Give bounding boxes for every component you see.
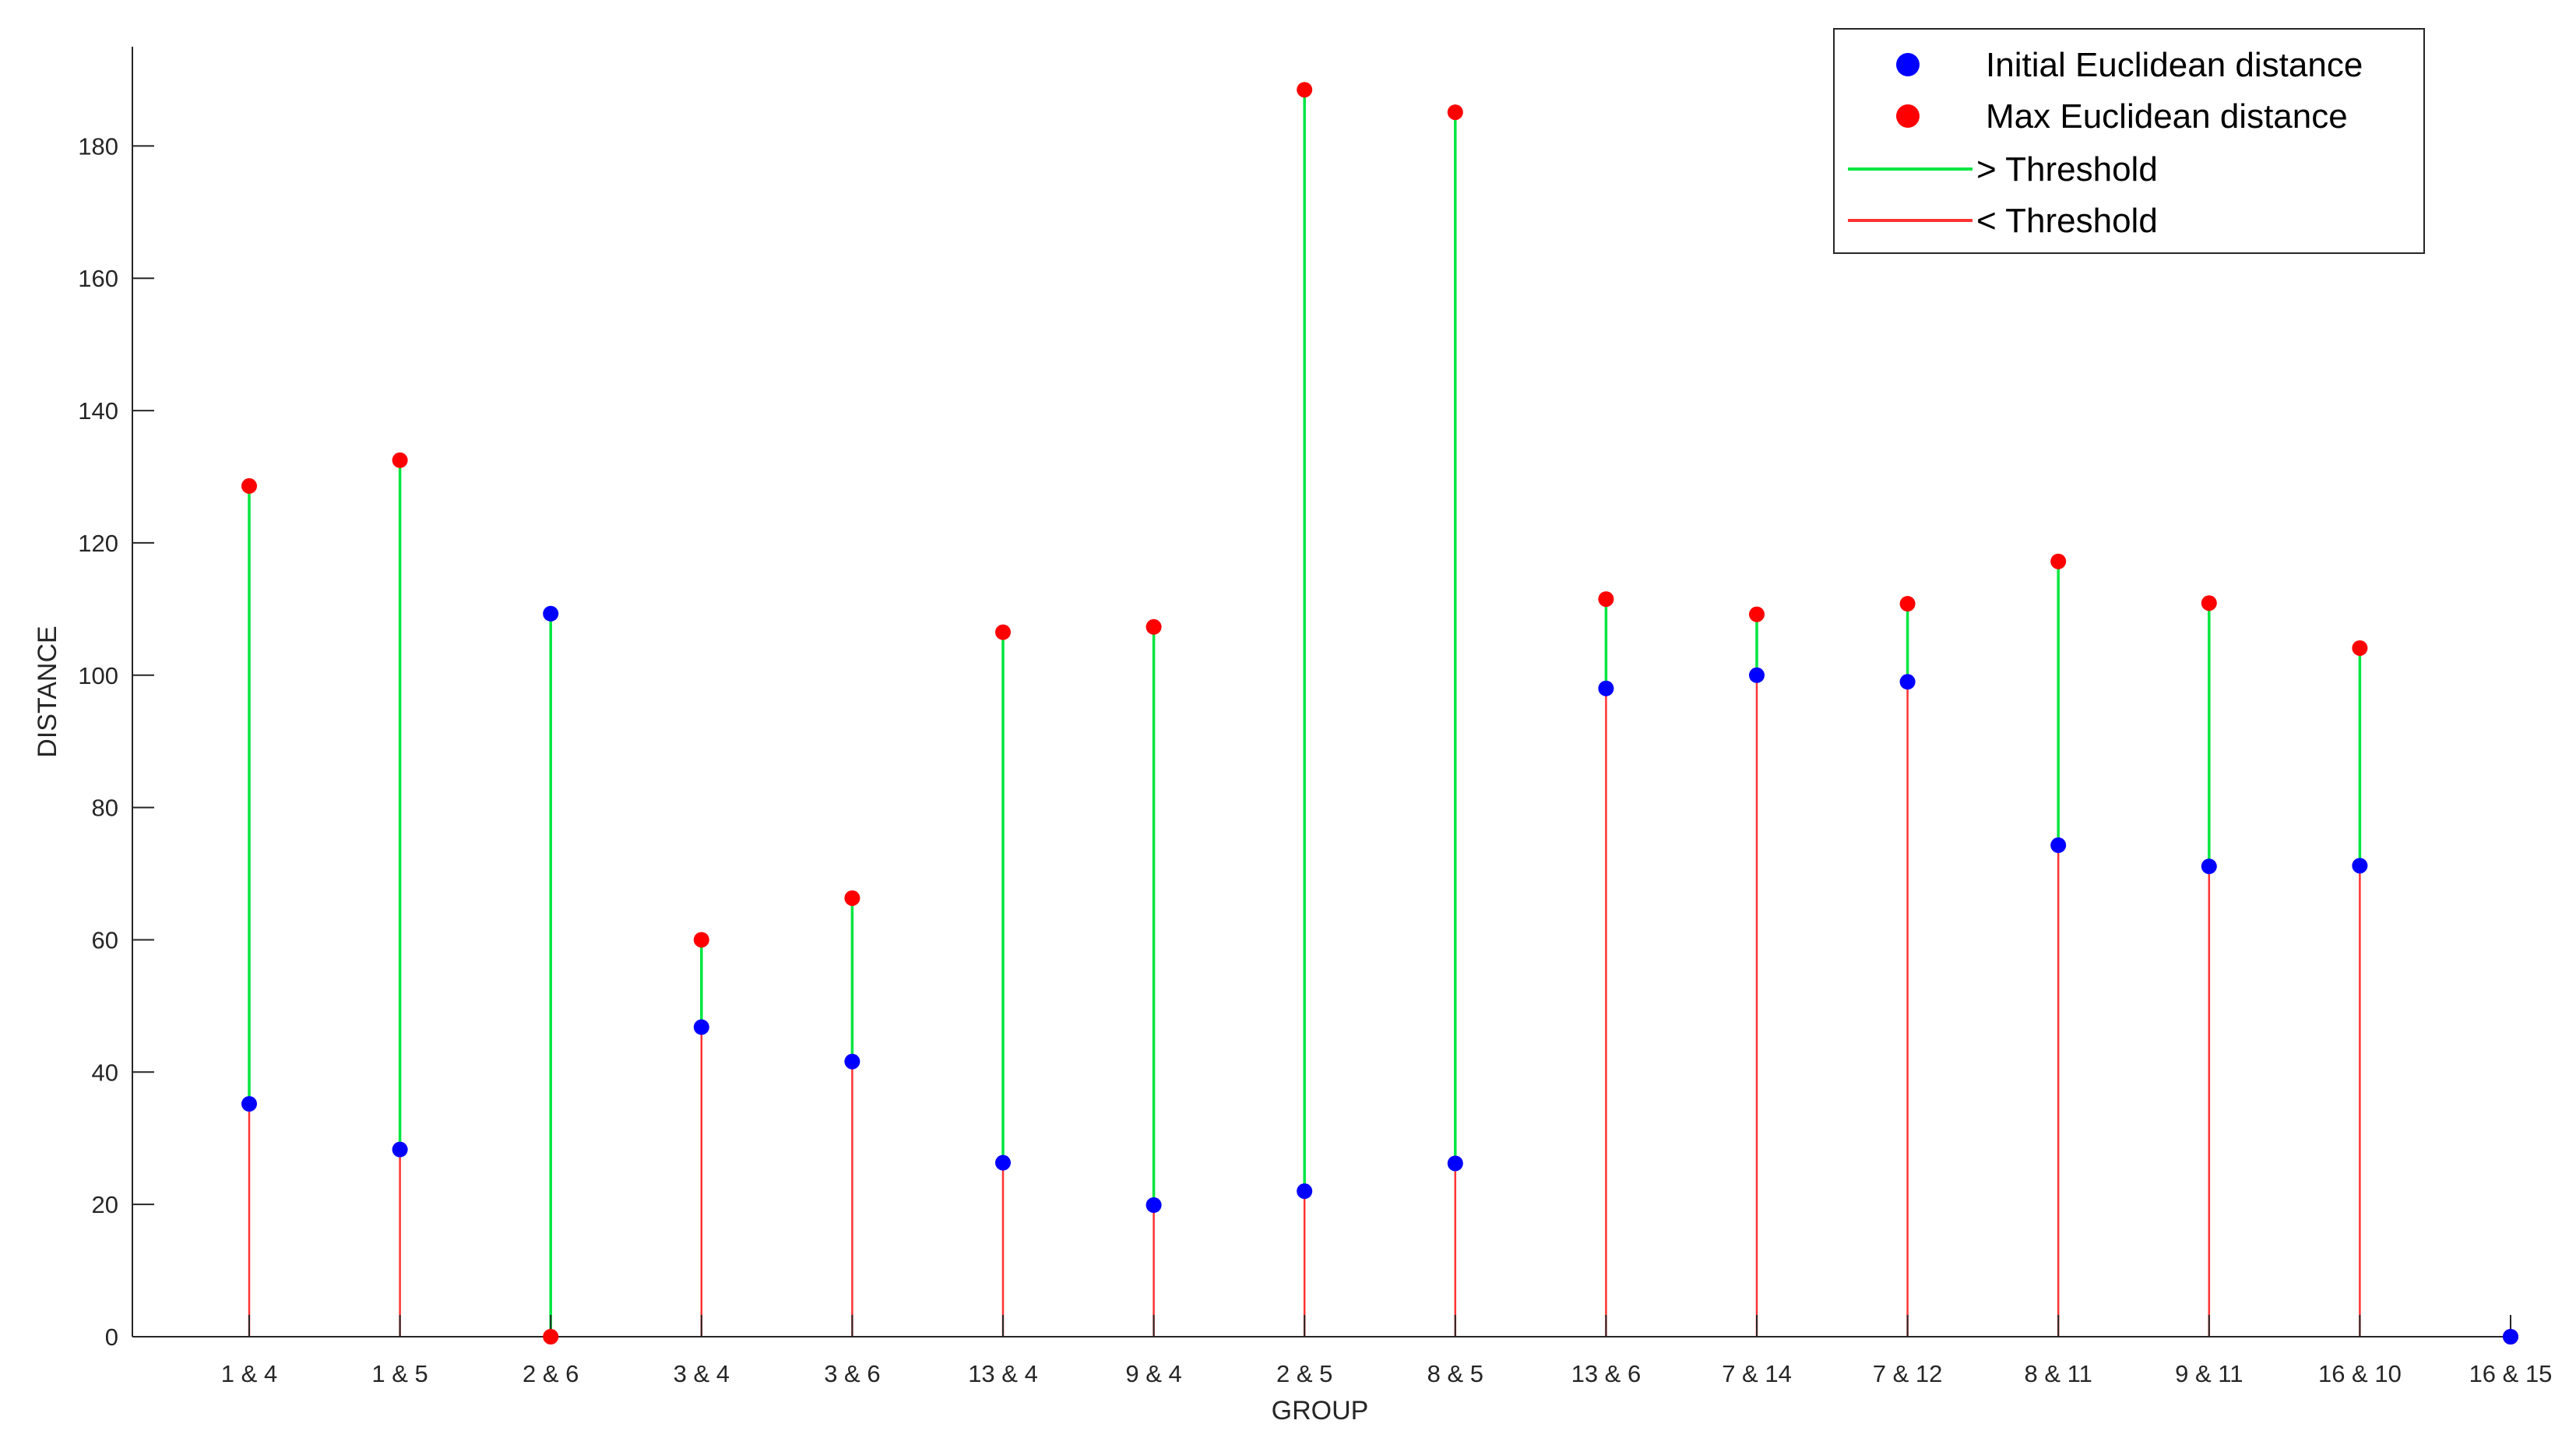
y-axis-title: DISTANCE bbox=[33, 626, 62, 757]
max-distance-point bbox=[2201, 595, 2217, 611]
initial-distance-point bbox=[995, 1154, 1011, 1171]
initial-distance-point bbox=[693, 1019, 709, 1035]
y-tick-label: 40 bbox=[92, 1059, 118, 1086]
max-distance-point bbox=[543, 1329, 559, 1345]
x-tick-label: 8 & 11 bbox=[2025, 1360, 2092, 1387]
initial-distance-point bbox=[1297, 1183, 1313, 1200]
x-tick-label: 9 & 11 bbox=[2175, 1360, 2243, 1387]
x-tick-label: 2 & 5 bbox=[1276, 1360, 1332, 1387]
initial-distance-point bbox=[844, 1053, 860, 1070]
legend-marker-dot bbox=[1896, 104, 1920, 128]
x-tick-label: 16 & 15 bbox=[2469, 1360, 2553, 1387]
data-points bbox=[241, 82, 2518, 1345]
y-tick-label: 160 bbox=[78, 265, 118, 292]
max-distance-point bbox=[1899, 596, 1916, 612]
x-tick-label: 8 & 5 bbox=[1427, 1360, 1483, 1387]
initial-distance-point bbox=[2503, 1329, 2518, 1345]
x-tick-label: 9 & 4 bbox=[1125, 1360, 1181, 1387]
y-tick-label: 140 bbox=[78, 397, 118, 425]
x-axis-title: GROUP bbox=[1272, 1396, 1369, 1426]
x-tick-label: 1 & 4 bbox=[221, 1360, 277, 1387]
max-distance-point bbox=[693, 932, 709, 948]
initial-distance-point bbox=[2050, 837, 2067, 854]
max-distance-point bbox=[844, 890, 860, 906]
initial-distance-point bbox=[1598, 680, 1614, 696]
y-tick-label: 120 bbox=[78, 530, 118, 557]
max-distance-point bbox=[1598, 591, 1614, 608]
max-distance-point bbox=[1447, 104, 1463, 121]
initial-distance-point bbox=[2201, 858, 2217, 875]
initial-distance-point bbox=[1145, 1197, 1162, 1214]
initial-distance-point bbox=[2352, 858, 2368, 874]
legend: Initial Euclidean distance Max Euclidean … bbox=[1833, 28, 2425, 254]
stem-lines bbox=[248, 90, 2362, 1337]
initial-distance-point bbox=[241, 1096, 257, 1112]
x-tick-label: 7 & 12 bbox=[1873, 1360, 1943, 1387]
x-tick-label: 3 & 6 bbox=[824, 1360, 880, 1387]
max-distance-point bbox=[241, 478, 257, 494]
x-tick-label: 7 & 14 bbox=[1722, 1360, 1792, 1387]
max-distance-point bbox=[995, 624, 1011, 640]
y-tick-label: 80 bbox=[92, 795, 118, 822]
initial-distance-point bbox=[392, 1141, 408, 1158]
legend-marker-dot bbox=[1896, 53, 1920, 76]
max-distance-point bbox=[1145, 619, 1162, 635]
axes: 0 20 40 60 80 100 120 140 160 180 1 & 4 1 & 5 2 & 6 3… bbox=[33, 47, 2552, 1426]
x-tick-label: 3 & 4 bbox=[674, 1360, 730, 1387]
initial-distance-point bbox=[1447, 1155, 1463, 1172]
legend-label: < Threshold bbox=[1976, 202, 2158, 240]
max-distance-point bbox=[1297, 82, 1313, 98]
y-tick-label: 100 bbox=[78, 662, 118, 689]
legend-box bbox=[1833, 28, 2425, 254]
x-tick-label: 16 & 10 bbox=[2318, 1360, 2402, 1387]
y-tick-label: 0 bbox=[105, 1323, 118, 1351]
x-tick-label: 1 & 5 bbox=[371, 1360, 428, 1387]
legend-label: > Threshold bbox=[1976, 150, 2158, 189]
y-tick-label: 20 bbox=[92, 1191, 118, 1218]
x-tick-label: 13 & 4 bbox=[968, 1360, 1038, 1387]
x-tick-label: 13 & 6 bbox=[1571, 1360, 1642, 1387]
max-distance-point bbox=[1749, 606, 1765, 622]
max-distance-point bbox=[2050, 553, 2067, 569]
legend-label: Initial Euclidean distance bbox=[1986, 46, 2363, 84]
x-tick-label: 2 & 6 bbox=[523, 1360, 579, 1387]
y-tick-label: 60 bbox=[92, 926, 118, 953]
initial-distance-point bbox=[543, 605, 559, 622]
initial-distance-point bbox=[1899, 674, 1916, 690]
legend-label: Max Euclidean distance bbox=[1986, 97, 2348, 136]
y-tick-label: 180 bbox=[78, 132, 118, 160]
max-distance-point bbox=[392, 452, 408, 468]
max-distance-point bbox=[2352, 640, 2368, 656]
initial-distance-point bbox=[1749, 667, 1765, 683]
